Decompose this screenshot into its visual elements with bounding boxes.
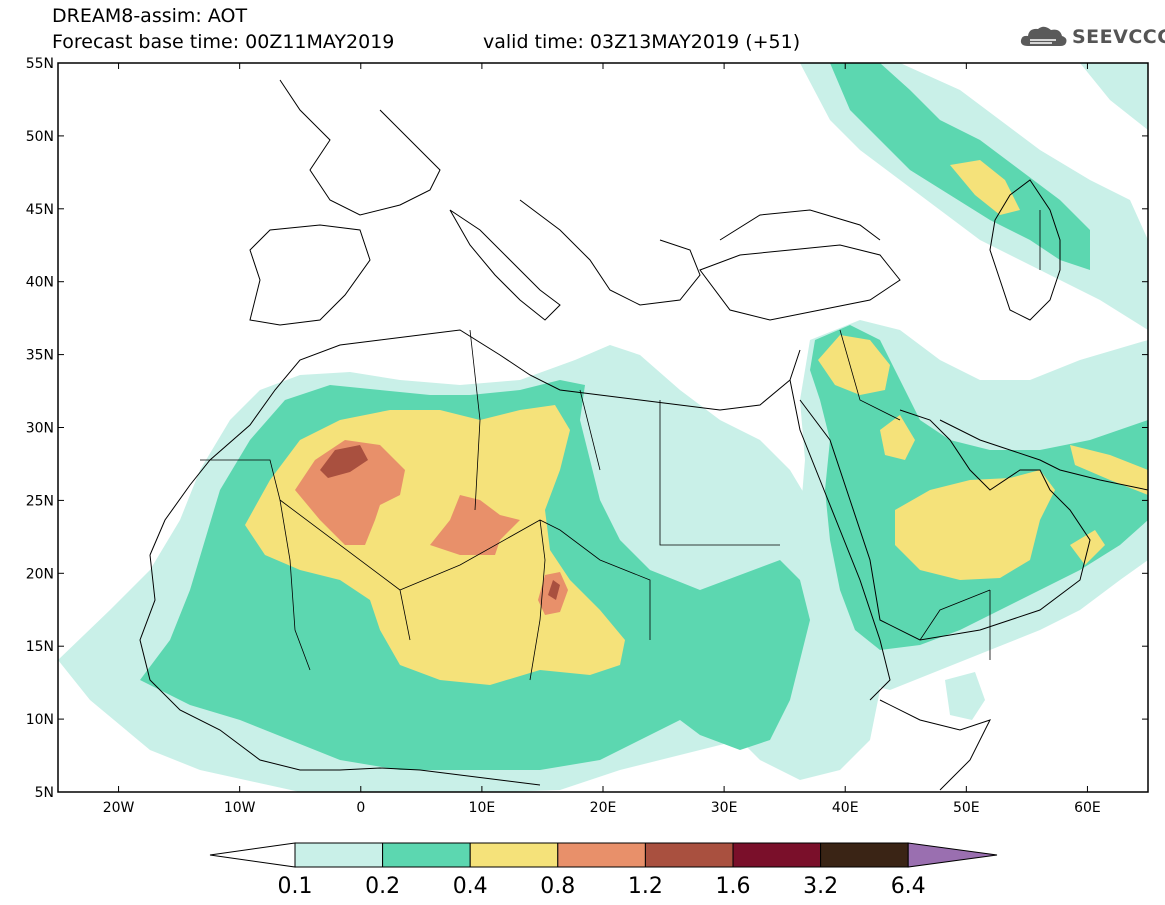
lat-tick-label: 5N	[35, 785, 54, 801]
border-lines	[200, 210, 1041, 681]
lon-tick-label: 30E	[711, 800, 738, 816]
aot-field	[58, 63, 1148, 792]
coast-north-africa	[149, 329, 801, 556]
coastlines	[139, 79, 1148, 791]
colorbar-segment	[557, 842, 646, 868]
lon-tick-label: 10E	[469, 800, 496, 816]
colorbar-segment	[732, 842, 822, 868]
seevccc-logo: SEEVCCC	[1018, 24, 1165, 50]
coast-italy	[449, 209, 561, 321]
aot-contour-0.4-oman	[1070, 445, 1148, 495]
lon-tick-label: 50E	[953, 800, 980, 816]
colorbar-segment	[644, 842, 734, 868]
colorbar-label: 0.4	[453, 874, 488, 899]
colorbar-segment	[294, 842, 384, 868]
coast-arabia	[799, 399, 1091, 641]
colorbar-label: 1.6	[716, 874, 751, 899]
lat-tick-label: 25N	[26, 493, 54, 509]
colorbar-segment	[382, 842, 471, 868]
lat-tick-label: 30N	[26, 421, 54, 437]
lon-tick-label: 20W	[103, 800, 135, 816]
aot-contour-0.1-horn	[945, 672, 985, 720]
colorbar-label: 6.4	[891, 874, 926, 899]
colorbar-arrow-high	[907, 842, 998, 868]
title-product: DREAM8-assim: AOT	[52, 5, 248, 27]
coast-horn-africa	[879, 699, 991, 791]
latitude-axis: 5N 10N 15N 20N 25N 30N 35N 40N 45N 50N 55N	[26, 56, 1148, 801]
colorbar: 0.1 0.2 0.4 0.8 1.2 1.6 3.2 6.4	[209, 842, 998, 899]
colorbar-label: 0.8	[540, 874, 575, 899]
coast-persian-gulf	[939, 419, 1148, 491]
lat-tick-label: 20N	[26, 566, 54, 582]
title-base-time: Forecast base time: 00Z11MAY2019	[52, 31, 395, 53]
lat-tick-label: 50N	[26, 129, 54, 145]
coast-france-uk	[279, 79, 441, 216]
cloud-icon	[1020, 26, 1067, 46]
coast-west-africa	[139, 554, 541, 786]
lat-tick-label: 10N	[26, 712, 54, 728]
colorbar-arrow-low	[209, 842, 296, 868]
coast-black-sea	[719, 209, 881, 241]
aot-contour-0.4-saudi	[895, 470, 1055, 580]
lat-tick-label: 55N	[26, 56, 54, 72]
longitude-axis: 20W 10W 0 10E 20E 30E 40E 50E 60E	[103, 63, 1101, 816]
title-valid-time: valid time: 03Z13MAY2019 (+51)	[483, 31, 801, 53]
lat-tick-label: 35N	[26, 348, 54, 364]
colorbar-segment	[469, 842, 559, 868]
colorbar-label: 0.2	[365, 874, 400, 899]
aot-contour-0.1-east	[1080, 63, 1148, 130]
aot-contour-1.2	[320, 445, 368, 478]
lon-tick-label: 0	[356, 800, 365, 816]
coast-iberia	[249, 224, 371, 326]
colorbar-segment	[820, 842, 909, 868]
colorbar-label: 3.2	[803, 874, 838, 899]
lon-tick-label: 60E	[1074, 800, 1101, 816]
coast-turkey	[699, 244, 901, 321]
lon-tick-label: 10W	[224, 800, 256, 816]
aot-contour-0.2-mauritania	[160, 625, 200, 670]
coast-caspian	[989, 179, 1061, 321]
aot-contour-0.4-yemen	[1070, 530, 1105, 565]
lon-tick-label: 20E	[590, 800, 617, 816]
logo-text: SEEVCCC	[1072, 26, 1165, 48]
lat-tick-label: 45N	[26, 202, 54, 218]
colorbar-label: 0.1	[278, 874, 313, 899]
lat-tick-label: 15N	[26, 639, 54, 655]
aot-contour-0.4-gulf	[880, 415, 915, 460]
lat-tick-label: 40N	[26, 275, 54, 291]
coast-balkans	[519, 199, 701, 306]
aot-contour-0.4-caspian	[950, 160, 1020, 215]
lon-tick-label: 40E	[832, 800, 859, 816]
aot-contour-0.8	[295, 440, 405, 545]
colorbar-label: 1.2	[628, 874, 663, 899]
aot-contour-0.8-niger	[430, 495, 520, 555]
aot-contour-1.2-chad	[548, 580, 560, 600]
coast-red-sea	[789, 379, 891, 701]
aot-contour-0.4-iraq	[818, 335, 890, 395]
